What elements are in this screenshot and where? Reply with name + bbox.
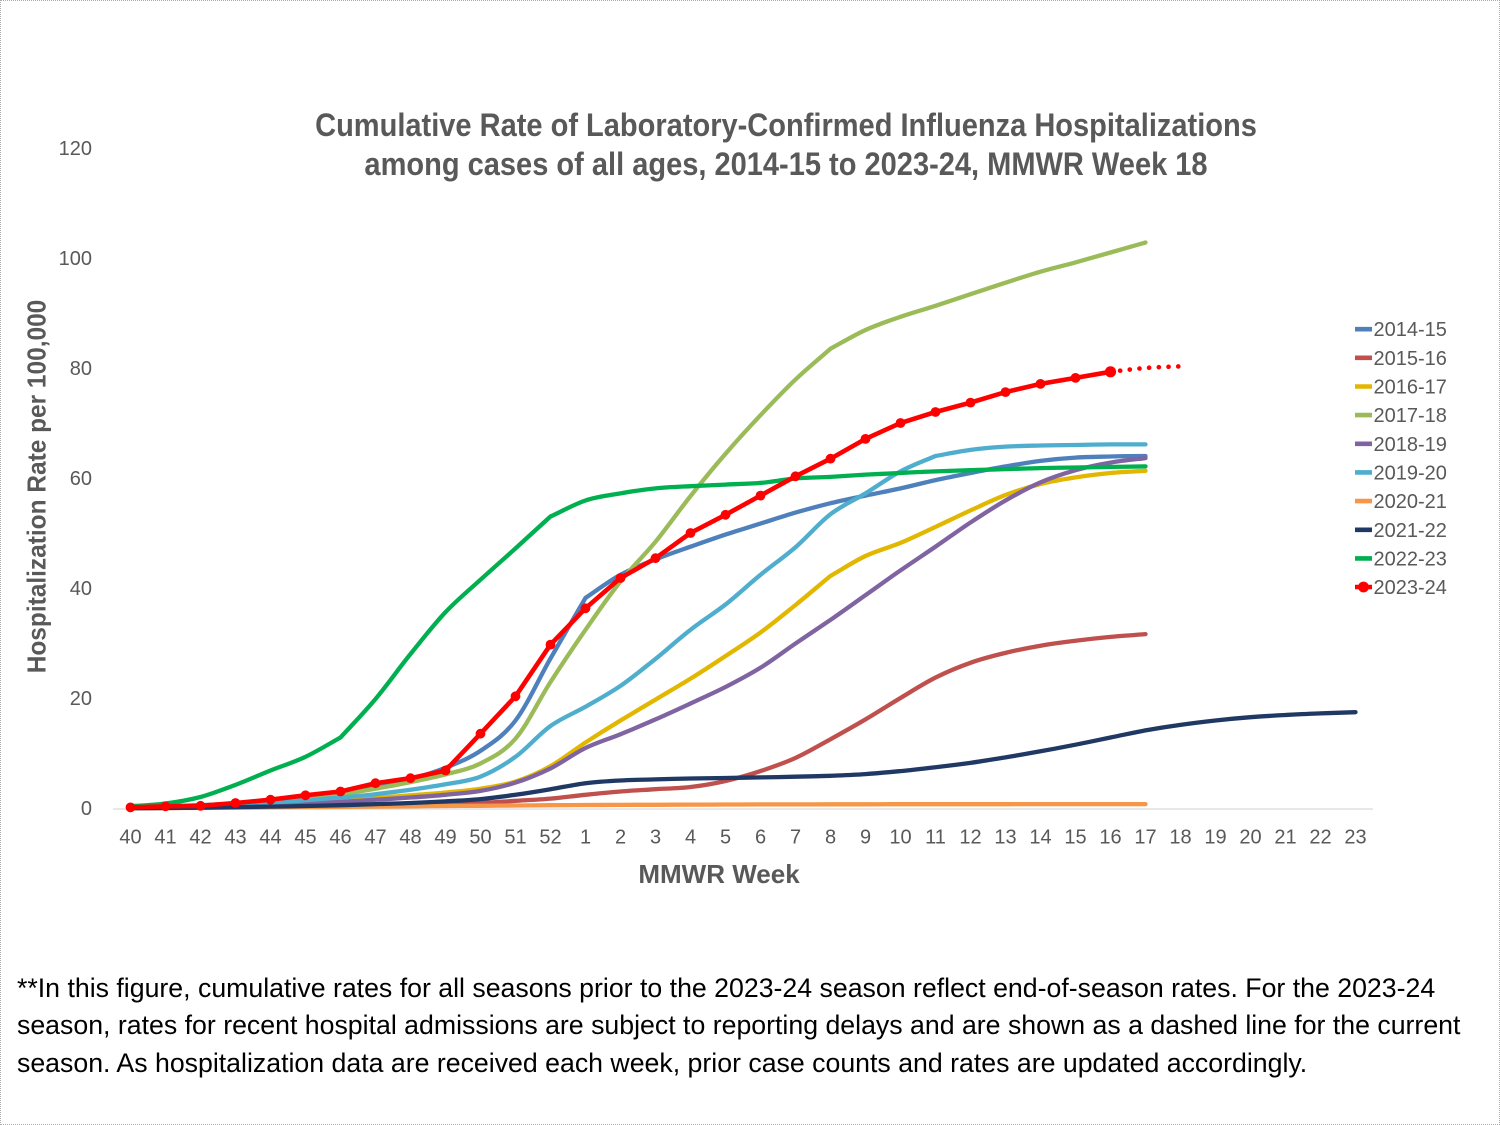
- svg-text:42: 42: [189, 827, 211, 849]
- svg-text:3: 3: [650, 827, 661, 849]
- svg-text:0: 0: [81, 798, 92, 820]
- svg-text:45: 45: [294, 827, 316, 849]
- svg-text:50: 50: [469, 827, 491, 849]
- svg-text:5: 5: [720, 827, 731, 849]
- svg-text:16: 16: [1099, 827, 1121, 849]
- svg-text:11: 11: [925, 827, 946, 849]
- svg-text:2022-23: 2022-23: [1374, 548, 1447, 570]
- svg-text:80: 80: [70, 358, 92, 380]
- svg-text:41: 41: [154, 827, 176, 849]
- svg-text:2019-20: 2019-20: [1374, 462, 1447, 484]
- svg-text:20: 20: [1239, 827, 1261, 849]
- svg-text:2021-22: 2021-22: [1374, 520, 1447, 542]
- svg-text:60: 60: [70, 468, 92, 490]
- svg-text:18: 18: [1169, 827, 1191, 849]
- svg-text:43: 43: [224, 827, 246, 849]
- svg-text:10: 10: [889, 827, 911, 849]
- svg-text:14: 14: [1029, 827, 1051, 849]
- svg-text:23: 23: [1344, 827, 1366, 849]
- svg-text:44: 44: [259, 827, 281, 849]
- svg-text:2016-17: 2016-17: [1374, 377, 1447, 399]
- svg-text:20: 20: [70, 688, 92, 710]
- svg-text:2020-21: 2020-21: [1374, 491, 1447, 513]
- svg-text:12: 12: [959, 827, 981, 849]
- svg-text:52: 52: [539, 827, 561, 849]
- svg-text:49: 49: [434, 827, 456, 849]
- svg-text:47: 47: [364, 827, 386, 849]
- svg-text:2018-19: 2018-19: [1374, 434, 1447, 456]
- svg-text:40: 40: [70, 578, 92, 600]
- svg-text:40: 40: [119, 827, 141, 849]
- svg-text:46: 46: [329, 827, 351, 849]
- svg-text:2014-15: 2014-15: [1374, 319, 1447, 341]
- svg-text:2015-16: 2015-16: [1374, 348, 1447, 370]
- svg-text:7: 7: [790, 827, 801, 849]
- svg-text:120: 120: [59, 138, 92, 160]
- svg-text:15: 15: [1064, 827, 1086, 849]
- svg-text:100: 100: [59, 248, 92, 270]
- svg-text:9: 9: [860, 827, 871, 849]
- svg-text:19: 19: [1204, 827, 1226, 849]
- svg-text:21: 21: [1274, 827, 1296, 849]
- svg-text:22: 22: [1309, 827, 1331, 849]
- svg-text:8: 8: [825, 827, 836, 849]
- svg-text:1: 1: [580, 827, 591, 849]
- svg-text:48: 48: [399, 827, 421, 849]
- svg-text:2017-18: 2017-18: [1374, 405, 1447, 427]
- svg-text:17: 17: [1134, 827, 1156, 849]
- svg-text:2: 2: [615, 827, 626, 849]
- svg-text:6: 6: [755, 827, 766, 849]
- svg-text:2023-24: 2023-24: [1374, 577, 1447, 599]
- svg-text:13: 13: [994, 827, 1016, 849]
- svg-text:51: 51: [504, 827, 526, 849]
- svg-text:4: 4: [685, 827, 696, 849]
